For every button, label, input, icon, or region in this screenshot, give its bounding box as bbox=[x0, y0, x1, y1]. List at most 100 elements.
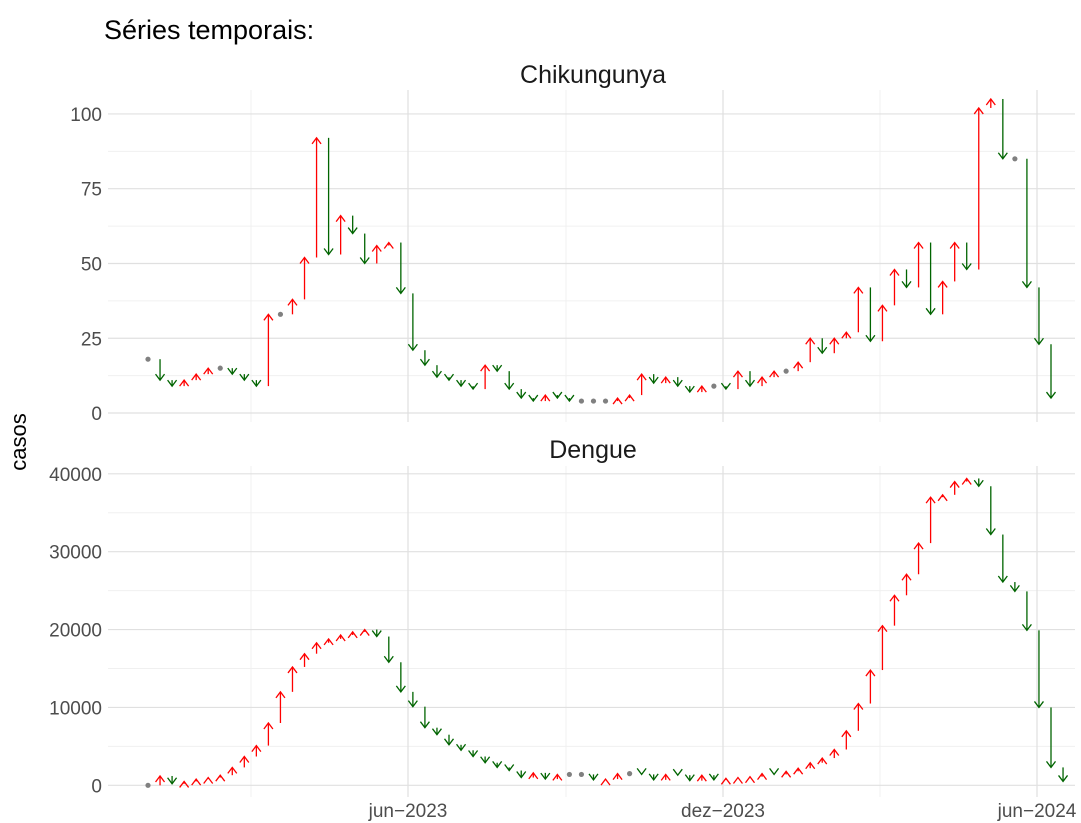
y-tick-label: 40000 bbox=[49, 465, 102, 486]
down-arrow bbox=[961, 242, 972, 271]
down-arrow bbox=[588, 773, 599, 781]
data-point bbox=[711, 383, 717, 389]
up-arrow bbox=[203, 367, 214, 375]
down-arrow bbox=[504, 764, 515, 772]
up-arrow bbox=[853, 702, 864, 731]
chikungunya-panel: Chikungunya 0 25 50 75 100 bbox=[70, 61, 1075, 425]
down-arrow bbox=[817, 338, 828, 355]
down-arrow bbox=[167, 775, 178, 785]
down-arrow bbox=[395, 662, 406, 693]
up-arrow bbox=[805, 337, 816, 363]
up-arrow bbox=[841, 331, 852, 339]
down-arrow bbox=[516, 389, 527, 400]
up-arrow bbox=[323, 637, 334, 646]
data-point bbox=[277, 311, 284, 317]
down-arrow bbox=[1045, 707, 1057, 769]
up-arrow bbox=[179, 379, 190, 387]
y-tick-label: 75 bbox=[81, 180, 102, 201]
data-point bbox=[217, 365, 223, 371]
up-arrow bbox=[744, 775, 756, 784]
down-arrow bbox=[431, 727, 442, 736]
up-arrow bbox=[973, 106, 984, 270]
up-arrow bbox=[191, 778, 202, 786]
down-arrow bbox=[540, 772, 551, 781]
down-arrow bbox=[407, 293, 418, 352]
down-arrow bbox=[504, 371, 515, 391]
up-arrow bbox=[600, 778, 611, 786]
down-arrow bbox=[997, 534, 1008, 584]
up-arrow bbox=[841, 729, 852, 750]
down-arrow bbox=[1033, 287, 1044, 346]
down-arrow bbox=[973, 478, 984, 488]
y-tick-label: 30000 bbox=[49, 543, 102, 564]
down-arrow bbox=[720, 382, 731, 391]
up-arrow bbox=[263, 313, 274, 387]
down-arrow bbox=[1021, 158, 1032, 289]
down-arrow bbox=[419, 350, 430, 367]
up-arrow bbox=[961, 477, 972, 485]
up-arrow bbox=[769, 370, 780, 378]
up-arrow bbox=[359, 628, 370, 636]
down-arrow bbox=[1021, 591, 1032, 632]
down-arrow bbox=[925, 242, 936, 316]
down-arrow bbox=[769, 768, 780, 776]
up-arrow bbox=[732, 370, 743, 390]
up-arrow bbox=[299, 652, 310, 667]
up-arrow bbox=[251, 744, 262, 757]
down-arrow bbox=[359, 233, 370, 265]
y-tick-label: 50 bbox=[81, 254, 102, 275]
up-arrow bbox=[889, 268, 900, 306]
series-marks bbox=[145, 97, 1057, 405]
up-arrow bbox=[383, 241, 394, 249]
up-arrow bbox=[335, 633, 346, 642]
data-point bbox=[145, 782, 151, 788]
down-arrow bbox=[672, 768, 683, 777]
down-arrow bbox=[443, 373, 455, 382]
down-arrow bbox=[395, 242, 406, 295]
down-arrow bbox=[997, 98, 1008, 160]
up-arrow bbox=[299, 256, 310, 300]
down-arrow bbox=[672, 377, 683, 388]
down-arrow bbox=[648, 374, 659, 385]
down-arrow bbox=[684, 385, 695, 394]
up-arrow bbox=[287, 298, 298, 315]
up-arrow bbox=[853, 286, 864, 333]
down-arrow bbox=[865, 287, 876, 343]
up-arrow bbox=[949, 480, 960, 495]
up-arrow bbox=[781, 770, 792, 778]
down-arrow bbox=[1045, 344, 1057, 400]
up-arrow bbox=[203, 776, 214, 784]
data-point bbox=[1012, 156, 1018, 162]
down-arrow bbox=[564, 394, 575, 403]
x-tick-label: jun−2024 bbox=[997, 801, 1077, 822]
up-arrow bbox=[985, 97, 996, 108]
up-arrow bbox=[371, 244, 382, 264]
up-arrow bbox=[877, 624, 888, 671]
down-arrow bbox=[155, 359, 166, 382]
figure-title: Séries temporais: bbox=[104, 15, 314, 45]
up-arrow bbox=[913, 542, 924, 575]
up-arrow bbox=[540, 393, 551, 402]
dengue-panel: Dengue 0 10000 20000 30000 40000 jun−2023 dez−… bbox=[49, 436, 1077, 822]
down-arrow bbox=[383, 636, 394, 664]
down-arrow bbox=[468, 750, 479, 758]
chikungunya-panel-title: Chikungunya bbox=[520, 61, 666, 89]
up-arrow bbox=[901, 573, 912, 596]
up-arrow bbox=[191, 373, 202, 381]
data-point bbox=[627, 771, 633, 777]
y-tick-label: 100 bbox=[70, 105, 102, 126]
y-tick-label: 0 bbox=[91, 776, 102, 797]
data-point bbox=[602, 398, 609, 404]
y-tick-label: 20000 bbox=[49, 621, 102, 642]
up-arrow bbox=[552, 773, 563, 781]
up-arrow bbox=[215, 774, 226, 782]
y-tick-label: 10000 bbox=[49, 698, 102, 719]
down-arrow bbox=[371, 629, 382, 638]
up-arrow bbox=[612, 396, 623, 405]
up-arrow bbox=[865, 668, 876, 704]
down-arrow bbox=[636, 768, 647, 776]
down-arrow bbox=[239, 373, 250, 382]
up-arrow bbox=[913, 241, 924, 288]
down-arrow bbox=[347, 215, 358, 235]
